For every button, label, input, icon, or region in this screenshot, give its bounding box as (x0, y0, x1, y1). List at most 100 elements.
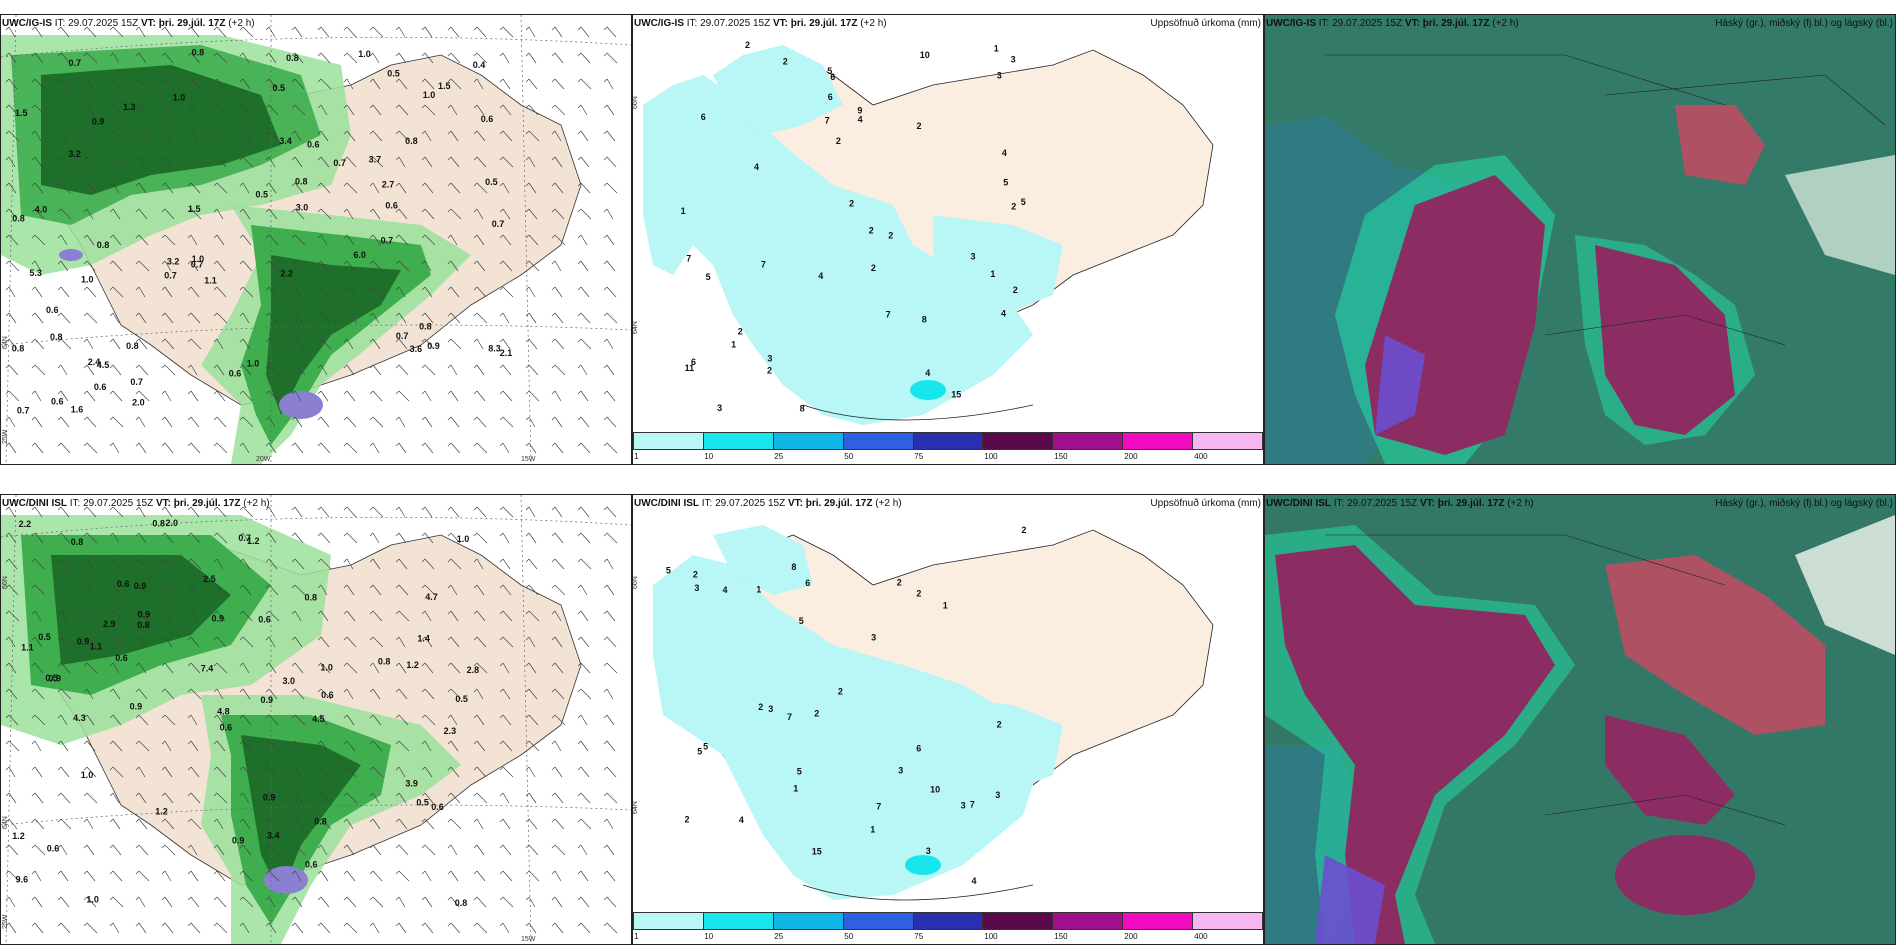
wind-barb (369, 740, 383, 752)
value-label: 15 (812, 847, 822, 857)
wind-barb (161, 740, 172, 752)
colorbar-tick: 1 (634, 932, 639, 941)
panel-subtitle: Uppsöfnuð úrkoma (mm) (1150, 498, 1261, 509)
wind-barb (369, 766, 384, 778)
value-label: 0.4 (473, 60, 486, 70)
value-label: 2 (1021, 525, 1026, 535)
value-label: 5 (706, 272, 711, 282)
wind-barb (577, 506, 590, 518)
wind-barb (525, 870, 540, 882)
wind-barb (213, 312, 228, 324)
value-label: 2 (745, 40, 750, 50)
wind-barb (369, 156, 384, 168)
wind-barb (291, 844, 306, 856)
panel-title: UWC/DINI ISL IT: 29.07.2025 15Z VT: þri.… (1266, 498, 1534, 509)
value-label: 0.9 (232, 836, 245, 846)
wind-barb (395, 584, 409, 596)
wind-barb (551, 506, 563, 518)
precip-colorbar (633, 912, 1263, 930)
wind-barb (317, 844, 328, 856)
value-label: 0.6 (229, 369, 242, 379)
wind-barb (369, 364, 382, 376)
wind-barb (187, 442, 201, 454)
wind-barb (525, 52, 537, 64)
wind-barb (577, 896, 590, 908)
wind-barb (499, 870, 513, 882)
wind-barb (447, 792, 461, 804)
wind-barb (135, 416, 146, 428)
wind-barb (473, 182, 488, 194)
value-label: 4 (858, 114, 863, 124)
wind-barb (473, 584, 485, 596)
wind-barb (473, 234, 485, 246)
model-name: UWC/DINI ISL (634, 498, 699, 509)
wind-barb (317, 922, 331, 934)
value-label: 2.9 (103, 619, 116, 629)
wind-barb (187, 558, 202, 570)
value-label: 1.0 (423, 90, 436, 100)
wind-barb (161, 766, 173, 778)
wind-barb (265, 584, 279, 596)
value-label: 1 (756, 585, 761, 595)
wind-barb (57, 688, 72, 700)
wind-barb (499, 26, 514, 38)
wind-barb (603, 688, 614, 700)
wind-barb (343, 390, 356, 402)
value-label: 0.8 (286, 53, 299, 63)
valid-time: VT: þri. 29.júl. 17Z (772, 18, 858, 29)
wind-barb (135, 922, 147, 934)
init-time: IT: 29.07.2025 15Z (701, 498, 786, 509)
wind-barb (31, 26, 43, 38)
value-label: 0.7 (238, 533, 251, 543)
value-label: 5 (1003, 178, 1008, 188)
init-time: IT: 29.07.2025 15Z (1318, 18, 1403, 29)
wind-barb (343, 740, 356, 752)
wind-barb (265, 662, 277, 674)
colorbar-segment (1193, 913, 1263, 929)
wind-barb (187, 662, 201, 674)
wind-barb (5, 260, 20, 272)
wind-barb (109, 52, 120, 64)
wind-barb (369, 312, 380, 324)
wind-barb (447, 714, 458, 726)
wind-barb (603, 208, 614, 220)
wind-barb (31, 390, 42, 402)
wind-barb (473, 260, 486, 272)
value-label: 0.5 (273, 83, 286, 93)
value-label: 1 (793, 784, 798, 794)
value-label: 0.6 (115, 653, 128, 663)
wind-barb (161, 416, 173, 428)
valid-time: VT: þri. 29.júl. 17Z (1419, 498, 1505, 509)
wind-barb (447, 208, 462, 220)
wind-barb (265, 390, 280, 402)
wind-barb (473, 364, 485, 376)
wind-barb (577, 156, 590, 168)
wind-barb (57, 610, 69, 622)
wind-barb (343, 234, 355, 246)
wind-barb (317, 182, 331, 194)
wind-barb (135, 234, 149, 246)
colorbar-segment (1053, 433, 1124, 449)
panel-title: UWC/IG-IS IT: 29.07.2025 15Z VT: þri. 29… (1266, 18, 1519, 29)
value-label: 2 (871, 263, 876, 273)
wind-barb (343, 260, 356, 272)
wind-barb (57, 870, 69, 882)
wind-barb (5, 922, 17, 934)
wind-barb (603, 390, 616, 402)
colorbar-tick: 75 (914, 932, 924, 941)
wind-barb (5, 416, 16, 428)
wind-barb (317, 766, 330, 778)
wind-barb (343, 506, 357, 518)
value-label: 1.5 (15, 108, 28, 118)
wind-barb (473, 532, 488, 544)
wind-barb (57, 52, 71, 64)
wind-barb (135, 740, 150, 752)
wind-barb (239, 922, 250, 934)
wind-barb (161, 714, 176, 726)
wind-barb (525, 78, 538, 90)
value-label: 5 (703, 741, 708, 751)
wind-barb (291, 792, 304, 804)
wind-barb (473, 662, 488, 674)
wind-barb (577, 182, 591, 194)
value-label: 4.5 (97, 360, 110, 370)
